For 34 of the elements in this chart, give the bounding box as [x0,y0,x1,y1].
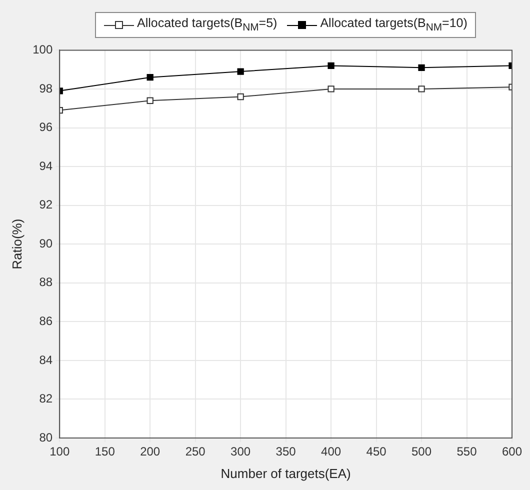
point [418,64,425,71]
y-tick-label: 96 [39,120,53,134]
y-tick-label: 86 [39,314,53,328]
x-tick-label: 600 [502,444,522,459]
x-tick-label: 100 [50,444,70,459]
y-tick-label: 90 [39,236,53,250]
y-axis-title: Ratio(%) [9,218,24,270]
legend-label: Allocated targets(B$_{NM}$=5) [137,16,278,34]
y-tick-label: 82 [39,392,53,406]
x-tick-label: 200 [140,444,160,459]
point [328,86,334,92]
y-tick-label: 92 [39,198,53,212]
y-tick-label: 84 [39,352,53,367]
x-tick-label: 500 [412,444,432,459]
x-tick-label: 550 [456,444,478,459]
x-tick-label: 400 [321,444,342,459]
point [418,86,425,92]
legend-label: Allocated targets(B$_{NM}$=10) [320,16,468,34]
y-tick-label: 88 [39,275,53,290]
y-tick-label: 100 [32,42,53,57]
point [146,74,154,81]
point [328,62,334,70]
y-tick-label: 98 [39,81,53,96]
point [237,68,244,75]
x-tick-label: 300 [230,444,251,459]
point [146,97,154,104]
x-tick-label: 250 [185,444,206,459]
point [237,93,244,100]
x-tick-label: 450 [366,444,387,459]
y-tick-label: 94 [39,158,53,173]
y-tick-label: 80 [39,430,53,444]
x-tick-label: 150 [94,444,116,459]
x-tick-label: 350 [276,444,296,459]
x-axis-title: Number of targets(EA) [220,466,351,481]
